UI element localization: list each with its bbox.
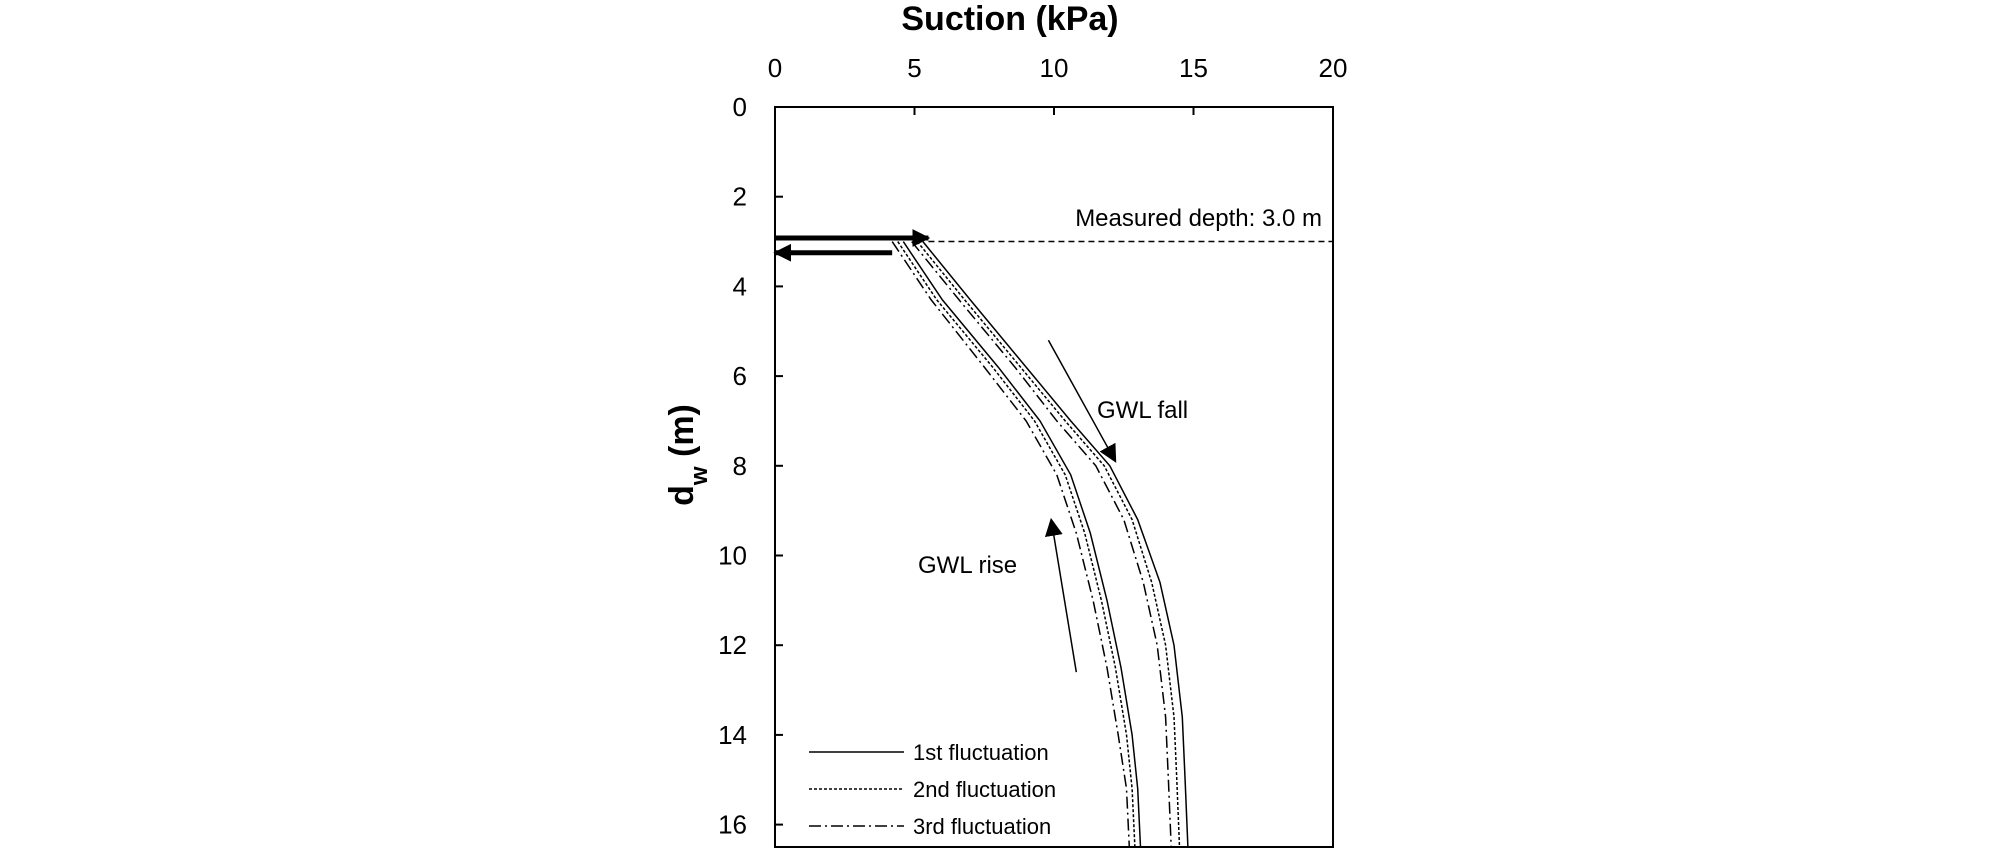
gwl-rise-label: GWL rise [918,552,1017,579]
annotation-layer [773,228,1333,673]
y-tick-label: 6 [733,361,747,391]
legend-label-3rd: 3rd fluctuation [913,814,1051,839]
y-tick-label: 4 [733,271,747,301]
legend: 1st fluctuation 2nd fluctuation 3rd fluc… [809,740,1056,839]
y-axis-label-sub: w [686,466,713,486]
y-tick-label: 14 [718,720,747,750]
legend-label-2nd: 2nd fluctuation [913,777,1056,802]
series-3-fall-curve [911,241,1172,848]
y-axis-label-unit: (m) [663,404,701,466]
x-tick-label: 0 [768,53,782,83]
legend-label-1st: 1st fluctuation [913,740,1049,765]
series-3-rise-curve [891,241,1131,848]
y-tick-label: 8 [733,451,747,481]
y-axis-label: dw (m) [663,404,713,506]
y-tick-label: 0 [733,92,747,122]
chart-title: Suction (kPa) [901,0,1118,38]
series-1-fall-curve [922,241,1189,848]
y-tick-label: 16 [718,810,747,840]
y-axis-label-main: d [663,485,701,506]
y-tick-label: 2 [733,182,747,212]
x-tick-label: 5 [907,53,921,83]
measured-depth-label: Measured depth: 3.0 m [1075,205,1322,232]
x-tick-label: 10 [1040,53,1069,83]
y-tick-label: 12 [718,630,747,660]
axis-ticks: 0 5 10 15 20 0 2 4 6 8 10 12 14 16 [718,53,1347,840]
gwl-rise-arrow [1044,517,1078,673]
x-tick-label: 20 [1319,53,1348,83]
gwl-fall-arrow [1047,339,1117,463]
x-tick-label: 15 [1179,53,1208,83]
series-layer [891,241,1189,848]
series-1-rise-curve [902,241,1142,848]
series-2-fall-curve [916,241,1181,848]
y-tick-label: 10 [718,541,747,571]
gwl-fall-label: GWL fall [1097,397,1188,424]
